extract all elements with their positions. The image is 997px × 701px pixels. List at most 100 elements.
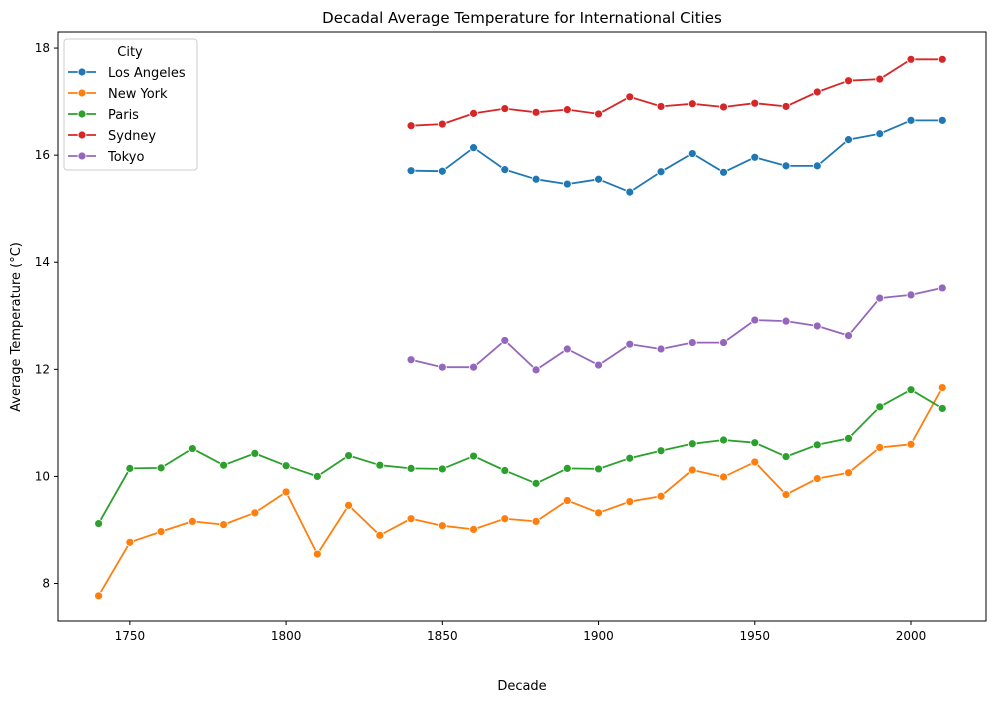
x-tick-label: 1850 bbox=[427, 629, 458, 643]
data-point-paris bbox=[875, 402, 885, 412]
data-point-paris bbox=[219, 460, 229, 470]
data-point-new-york bbox=[469, 525, 478, 534]
data-point-sydney bbox=[875, 74, 885, 84]
data-point-new-york bbox=[187, 517, 197, 526]
data-point-sydney bbox=[625, 92, 635, 102]
y-tick-label: 10 bbox=[35, 469, 50, 483]
data-point-tokyo bbox=[656, 344, 666, 354]
data-point-new-york bbox=[562, 496, 572, 505]
legend-label: Los Angeles bbox=[108, 66, 186, 81]
series-line-new-york bbox=[97, 387, 944, 597]
data-point-paris bbox=[562, 463, 572, 473]
legend-label: Paris bbox=[108, 108, 139, 123]
data-point-paris bbox=[187, 444, 197, 453]
data-point-new-york bbox=[156, 527, 166, 536]
data-point-los-angeles bbox=[687, 149, 697, 158]
series-new-york bbox=[94, 383, 947, 601]
data-point-sydney bbox=[750, 98, 760, 108]
data-point-tokyo bbox=[469, 362, 478, 372]
series-line-paris bbox=[97, 388, 943, 524]
data-point-sydney bbox=[687, 99, 697, 109]
legend-box bbox=[63, 38, 198, 171]
data-point-new-york bbox=[219, 520, 229, 530]
legend-item-tokyo: Tokyo bbox=[68, 150, 144, 165]
data-point-paris bbox=[656, 446, 666, 456]
legend-label: Sydney bbox=[108, 129, 156, 144]
data-point-new-york bbox=[281, 487, 291, 497]
data-point-tokyo bbox=[906, 290, 916, 300]
data-point-new-york bbox=[375, 530, 385, 540]
data-point-sydney bbox=[719, 102, 728, 112]
x-tick-label: 1800 bbox=[271, 629, 302, 643]
data-point-paris bbox=[781, 452, 791, 462]
series-sydney bbox=[406, 54, 947, 131]
series-line-sydney bbox=[411, 58, 943, 127]
data-point-paris bbox=[812, 440, 822, 450]
data-point-sydney bbox=[937, 54, 947, 64]
y-tick-label: 8 bbox=[42, 577, 50, 591]
data-point-sydney bbox=[656, 102, 666, 111]
data-point-paris bbox=[312, 472, 322, 481]
data-point-new-york bbox=[844, 468, 853, 478]
series-line-tokyo bbox=[410, 287, 943, 371]
data-point-new-york bbox=[750, 457, 760, 467]
data-point-tokyo bbox=[594, 360, 603, 370]
data-point-sydney bbox=[812, 87, 822, 97]
data-point-paris bbox=[281, 461, 291, 471]
plot-area bbox=[94, 54, 947, 601]
x-tick-label: 1750 bbox=[115, 629, 146, 643]
data-point-los-angeles bbox=[937, 115, 947, 125]
data-point-tokyo bbox=[844, 331, 853, 341]
y-tick-label: 12 bbox=[35, 362, 50, 376]
data-point-new-york bbox=[937, 383, 947, 392]
data-point-paris bbox=[156, 463, 166, 473]
data-point-new-york bbox=[250, 508, 260, 518]
legend-item-sydney: Sydney bbox=[68, 129, 156, 144]
data-point-sydney bbox=[500, 104, 510, 113]
series-tokyo bbox=[406, 283, 947, 375]
data-point-los-angeles bbox=[812, 161, 822, 171]
data-point-new-york bbox=[719, 472, 728, 482]
data-point-los-angeles bbox=[437, 166, 447, 176]
data-point-sydney bbox=[562, 105, 572, 115]
legend-label: New York bbox=[108, 87, 168, 102]
data-point-new-york bbox=[437, 521, 447, 531]
x-axis-label: Decade bbox=[497, 679, 546, 694]
data-point-paris bbox=[437, 464, 447, 474]
data-point-paris bbox=[375, 460, 385, 470]
data-point-paris bbox=[500, 466, 510, 475]
data-point-new-york bbox=[344, 500, 353, 510]
x-tick-label: 2000 bbox=[896, 629, 927, 643]
data-point-sydney bbox=[406, 121, 416, 131]
data-point-los-angeles bbox=[719, 167, 728, 177]
data-point-paris bbox=[594, 464, 603, 474]
data-point-sydney bbox=[437, 119, 447, 129]
data-point-los-angeles bbox=[469, 143, 478, 153]
data-point-new-york bbox=[812, 474, 822, 483]
data-point-new-york bbox=[500, 514, 510, 524]
data-point-los-angeles bbox=[844, 135, 853, 145]
y-axis-label: Average Temperature (°C) bbox=[9, 242, 24, 412]
legend-label: Tokyo bbox=[107, 150, 144, 165]
data-point-paris bbox=[125, 463, 135, 473]
data-point-tokyo bbox=[750, 315, 760, 325]
x-tick-label: 1900 bbox=[583, 629, 614, 643]
x-tick-label: 1950 bbox=[740, 629, 771, 643]
data-point-new-york bbox=[406, 514, 416, 524]
data-point-new-york bbox=[94, 591, 104, 601]
legend-marker bbox=[77, 151, 87, 161]
y-axis: 8 10 12 14 16 18 bbox=[35, 41, 58, 591]
data-point-new-york bbox=[781, 490, 791, 500]
y-tick-label: 14 bbox=[35, 255, 50, 269]
data-point-los-angeles bbox=[531, 174, 541, 184]
data-point-tokyo bbox=[500, 336, 510, 345]
data-point-paris bbox=[844, 434, 853, 443]
data-point-paris bbox=[250, 449, 260, 458]
data-point-tokyo bbox=[562, 344, 572, 354]
data-point-tokyo bbox=[719, 338, 728, 347]
y-tick-label: 16 bbox=[35, 148, 50, 162]
data-point-new-york bbox=[125, 537, 135, 547]
y-tick-label: 18 bbox=[35, 41, 50, 55]
data-point-paris bbox=[406, 463, 416, 473]
data-point-los-angeles bbox=[500, 165, 510, 175]
